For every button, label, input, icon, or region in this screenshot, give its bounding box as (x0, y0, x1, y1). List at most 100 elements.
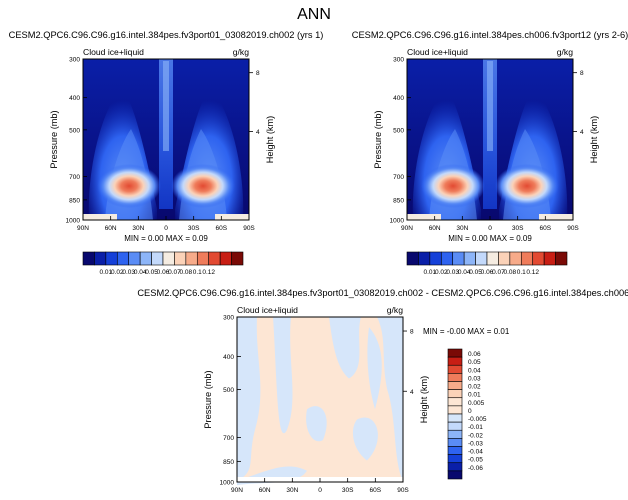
colorbar-label: 0.01 (468, 392, 481, 399)
ylabel: Pressure (mb) (203, 370, 213, 428)
ytick-label: 400 (393, 95, 404, 102)
colorbar-label: 0.005 (468, 400, 485, 407)
ytick-label: 300 (393, 57, 404, 64)
xtick-label: 30S (188, 225, 200, 232)
colorbar-swatch (447, 438, 463, 447)
colorbar-label: 0.07 (168, 269, 181, 276)
colorbar-swatch (447, 454, 463, 464)
xtick-label: 90S (397, 487, 409, 494)
panel-units-label: g/kg (233, 47, 249, 57)
colorbar-label: 0.04 (458, 269, 471, 276)
xtick-label: 60N (429, 225, 441, 232)
colorbar-swatch (543, 251, 556, 266)
xtick-label: 90N (231, 487, 243, 494)
colorbar-swatch (429, 251, 442, 266)
colorbar-swatch (208, 251, 221, 266)
colorbar-label: 0.04 (134, 269, 147, 276)
xtick-label: 90S (243, 225, 255, 232)
xtick-label: 30N (286, 487, 298, 494)
colorbar-label: 0.08 (180, 269, 193, 276)
panel-field-label: Cloud ice+liquid (237, 305, 298, 315)
ytick-label: 1000 (220, 480, 235, 487)
colorbar-swatch (139, 251, 152, 266)
colorbar-swatch (447, 389, 463, 399)
colorbar-label: -0.005 (468, 416, 487, 423)
ytick-label: 850 (223, 459, 234, 466)
colorbar-main: 0.010.020.030.040.050.060.070.08 0.1 0.12 (82, 251, 244, 276)
colorbar-swatch (555, 251, 568, 266)
colorbar-swatch (447, 373, 463, 382)
colorbar-swatch (447, 405, 463, 415)
xtick-label: 0 (164, 225, 168, 232)
colorbar-label: 0.03 (122, 269, 135, 276)
colorbar-difference: 0.060.050.040.030.020.010.0050-0.005-0.0… (447, 348, 487, 480)
colorbar-label: -0.03 (468, 440, 483, 447)
ytick-right-label: 8 (256, 70, 260, 77)
panel-units-label: g/kg (557, 47, 573, 57)
stats-label: MIN = -0.00 MAX = 0.01 (423, 327, 510, 336)
ytick-right-label: 4 (256, 129, 260, 136)
ytick-label: 300 (69, 57, 80, 64)
colorbar-label: 0.07 (492, 269, 505, 276)
xtick-label: 30S (512, 225, 524, 232)
stats-label: MIN = 0.00 MAX = 0.09 (448, 234, 532, 243)
ylabel-right: Height (km) (589, 116, 599, 163)
ytick-label: 400 (223, 354, 234, 361)
ylabel-right: Height (km) (419, 376, 429, 423)
colorbar-swatch (498, 251, 511, 266)
diff-negative-region (306, 406, 327, 442)
ytick-label: 400 (69, 95, 80, 102)
colorbar-label: 0.12 (202, 269, 215, 276)
colorbar-swatch (447, 348, 463, 358)
panel-units-label: g/kg (387, 305, 403, 315)
colorbar-swatch (447, 381, 463, 390)
ylabel: Pressure (mb) (373, 110, 383, 168)
ytick-label: 850 (69, 197, 80, 204)
colorbar-label: 0.03 (468, 375, 481, 382)
diff-background (237, 317, 403, 482)
field-max-north (97, 164, 161, 208)
page-title: ANN (297, 6, 331, 23)
colorbar-swatch (105, 251, 118, 266)
diff-negative-region (273, 317, 293, 434)
colorbar-label: 0.01 (100, 269, 113, 276)
panel-field-label: Cloud ice+liquid (407, 47, 468, 57)
xtick-label: 90S (567, 225, 579, 232)
ytick-label: 500 (69, 127, 80, 134)
xtick-label: 60S (216, 225, 228, 232)
field-equatorial-core (163, 61, 169, 151)
colorbar-label: 0.03 (446, 269, 459, 276)
ytick-right-label: 4 (580, 129, 584, 136)
colorbar-swatch (447, 364, 463, 374)
xtick-label: 90N (401, 225, 413, 232)
field-surface-gap-south (215, 214, 249, 220)
xtick-label: 30S (342, 487, 354, 494)
colorbar-label: 0.06 (157, 269, 170, 276)
panel-title: CESM2.QPC6.C96.C96.g16.intel.384pes.ch00… (352, 30, 628, 40)
colorbar-swatch (128, 251, 141, 266)
field-max-north (421, 164, 485, 208)
panel-field-label: Cloud ice+liquid (83, 47, 144, 57)
field-surface-gap-south (539, 214, 573, 220)
colorbar-swatch (82, 251, 95, 266)
colorbar-label: 0.05 (469, 269, 482, 276)
colorbar-main-right: 0.010.020.030.040.050.060.070.08 0.1 0.12 (406, 251, 568, 276)
colorbar-label: 0.1 (193, 269, 202, 276)
panel-title: CESM2.QPC6.C96.C96.g16.intel.384pes.fv3p… (137, 288, 628, 298)
colorbar-swatch (447, 397, 463, 407)
colorbar-swatch (447, 446, 463, 455)
colorbar-swatch (94, 251, 107, 266)
ytick-label: 850 (393, 197, 404, 204)
ytick-label: 500 (393, 127, 404, 134)
colorbar-swatch (447, 462, 463, 472)
colorbar-label: -0.01 (468, 424, 483, 431)
ytick-right-label: 8 (580, 70, 584, 77)
colorbar-swatch (520, 251, 534, 266)
colorbar-swatch (463, 251, 476, 266)
colorbar-swatch (185, 251, 198, 266)
xtick-label: 30N (132, 225, 144, 232)
xtick-label: 90N (77, 225, 89, 232)
colorbar-label: 0.05 (468, 359, 481, 366)
ytick-label: 700 (393, 174, 404, 181)
panel-title: CESM2.QPC6.C96.C96.g16.intel.384pes.fv3p… (9, 30, 324, 40)
